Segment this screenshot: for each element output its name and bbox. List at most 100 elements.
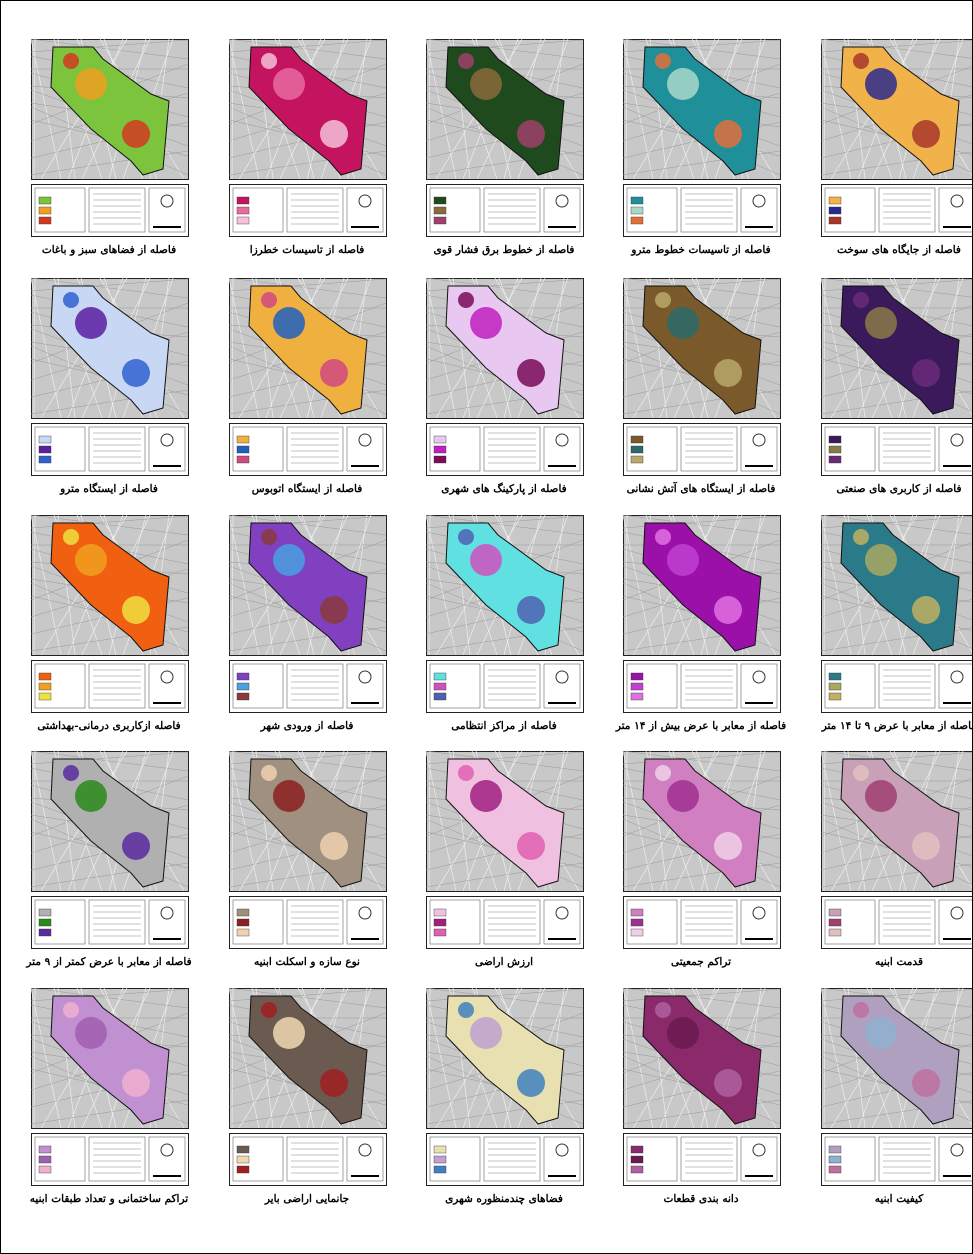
map-thumbnail bbox=[821, 39, 973, 239]
legend-box bbox=[427, 661, 584, 713]
zone bbox=[320, 120, 348, 148]
zone bbox=[655, 1002, 671, 1018]
legend-swatch bbox=[39, 207, 51, 214]
map-sheet: دانه بندی قطعات bbox=[606, 988, 796, 1218]
legend-swatch bbox=[829, 1156, 841, 1163]
zone bbox=[655, 765, 671, 781]
zone bbox=[517, 1069, 545, 1097]
zone bbox=[517, 596, 545, 624]
legend-swatch bbox=[631, 446, 643, 453]
legend-box bbox=[230, 424, 387, 476]
map-sheet: جانمایی اراضی بایر bbox=[212, 988, 402, 1218]
zone bbox=[75, 1017, 107, 1049]
zone bbox=[853, 292, 869, 308]
zone bbox=[273, 780, 305, 812]
legend-box bbox=[32, 424, 189, 476]
legend-swatch bbox=[434, 436, 446, 443]
legend-swatch bbox=[39, 909, 51, 916]
map-thumbnail bbox=[821, 278, 973, 478]
legend-swatch bbox=[434, 217, 446, 224]
legend-box bbox=[230, 1134, 387, 1186]
zone bbox=[273, 307, 305, 339]
zone bbox=[655, 292, 671, 308]
legend-box bbox=[32, 897, 189, 949]
map-caption: فاصله از معابر با عرض بیش از ۱۴ متر bbox=[606, 720, 796, 732]
zone bbox=[63, 765, 79, 781]
legend-swatch bbox=[39, 436, 51, 443]
legend-swatch bbox=[434, 693, 446, 700]
zone bbox=[458, 529, 474, 545]
zone bbox=[667, 1017, 699, 1049]
legend-swatch bbox=[434, 683, 446, 690]
zone bbox=[667, 307, 699, 339]
legend-swatch bbox=[631, 919, 643, 926]
zone bbox=[320, 832, 348, 860]
map-thumbnail bbox=[229, 751, 387, 951]
legend-swatch bbox=[631, 673, 643, 680]
zone bbox=[714, 120, 742, 148]
legend-swatch bbox=[39, 693, 51, 700]
legend-swatch bbox=[829, 673, 841, 680]
zone bbox=[667, 68, 699, 100]
zone bbox=[261, 1002, 277, 1018]
legend-swatch bbox=[39, 929, 51, 936]
zone bbox=[655, 529, 671, 545]
legend-box bbox=[822, 661, 973, 713]
legend-swatch bbox=[39, 197, 51, 204]
legend-swatch bbox=[829, 929, 841, 936]
legend-swatch bbox=[631, 197, 643, 204]
legend-box bbox=[230, 897, 387, 949]
map-sheet: کیفیت ابنیه bbox=[804, 988, 973, 1218]
legend-swatch bbox=[631, 683, 643, 690]
legend-swatch bbox=[237, 929, 249, 936]
map-sheet: فضاهای چندمنظوره شهری bbox=[409, 988, 599, 1218]
zone bbox=[273, 68, 305, 100]
legend-swatch bbox=[237, 217, 249, 224]
map-caption: نوع سازه و اسکلت ابنیه bbox=[212, 956, 402, 968]
legend-swatch bbox=[829, 446, 841, 453]
zone bbox=[458, 53, 474, 69]
zone bbox=[122, 1069, 150, 1097]
map-thumbnail bbox=[426, 988, 584, 1188]
zone bbox=[75, 307, 107, 339]
legend-swatch bbox=[237, 693, 249, 700]
legend-swatch bbox=[237, 919, 249, 926]
zone bbox=[458, 292, 474, 308]
zone bbox=[63, 1002, 79, 1018]
zone bbox=[261, 529, 277, 545]
legend-swatch bbox=[237, 436, 249, 443]
figure-page: فاصله از جایگاه های سوخت فاصله از تاسیسات… bbox=[0, 0, 973, 1254]
map-sheet: فاصله از ایستگاه های آتش نشانی bbox=[606, 278, 796, 508]
map-caption: فاصله از معابر با عرض ۹ تا ۱۴ متر bbox=[804, 720, 973, 732]
legend-box bbox=[624, 185, 781, 237]
legend-box bbox=[230, 185, 387, 237]
map-caption: فاصله از جایگاه های سوخت bbox=[804, 244, 973, 256]
zone bbox=[320, 359, 348, 387]
zone bbox=[75, 544, 107, 576]
map-thumbnail bbox=[229, 515, 387, 715]
zone bbox=[122, 596, 150, 624]
legend-swatch bbox=[829, 919, 841, 926]
zone bbox=[517, 359, 545, 387]
legend-swatch bbox=[237, 207, 249, 214]
map-caption: کیفیت ابنیه bbox=[804, 1193, 973, 1205]
zone bbox=[122, 359, 150, 387]
legend-box bbox=[32, 185, 189, 237]
map-caption: قدمت ابنیه bbox=[804, 956, 973, 968]
map-caption: فاصله از ایستگاه های آتش نشانی bbox=[606, 483, 796, 495]
map-caption: تراکم ساختمانی و تعداد طبقات ابنیه bbox=[14, 1193, 204, 1205]
map-thumbnail bbox=[426, 278, 584, 478]
map-caption: فاصله از تاسیسات خطوط مترو bbox=[606, 244, 796, 256]
legend-swatch bbox=[237, 446, 249, 453]
map-thumbnail bbox=[229, 39, 387, 239]
map-sheet: فاصله از تاسیسات خطوط مترو bbox=[606, 39, 796, 269]
map-caption: فاصله از کاربری های صنعتی bbox=[804, 483, 973, 495]
legend-box bbox=[427, 1134, 584, 1186]
map-sheet: تراکم ساختمانی و تعداد طبقات ابنیه bbox=[14, 988, 204, 1218]
map-sheet: فاصله از ایستگاه اتوبوس bbox=[212, 278, 402, 508]
map-thumbnail bbox=[821, 515, 973, 715]
zone bbox=[63, 529, 79, 545]
legend-swatch bbox=[829, 207, 841, 214]
zone bbox=[63, 53, 79, 69]
legend-swatch bbox=[237, 456, 249, 463]
